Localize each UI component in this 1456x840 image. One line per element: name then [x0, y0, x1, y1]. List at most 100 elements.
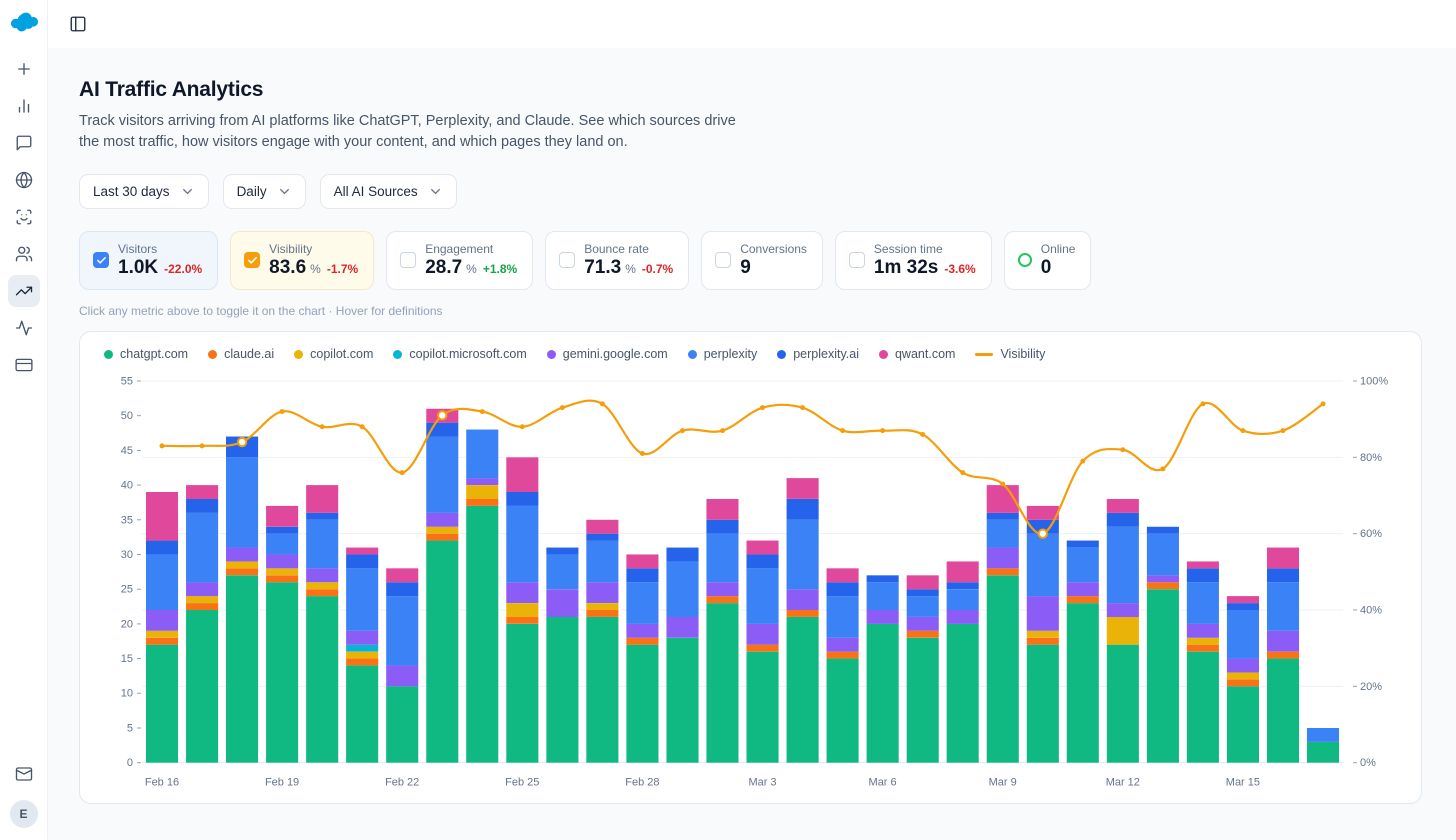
bar-feb-23[interactable] — [426, 408, 459, 763]
sidebar-item-web[interactable] — [8, 164, 40, 196]
legend-item-copilot-com: copilot.com — [294, 347, 373, 361]
sidebar-toggle-button[interactable] — [62, 8, 94, 40]
checkbox-visitors[interactable] — [93, 252, 109, 269]
sidebar-item-new[interactable] — [8, 53, 40, 85]
legend-item-chatgpt-com: chatgpt.com — [104, 347, 188, 361]
bar-feb-26[interactable] — [546, 547, 579, 763]
bar-mar-4[interactable] — [786, 478, 819, 763]
bar-mar-1[interactable] — [666, 547, 699, 763]
app-logo[interactable] — [8, 10, 40, 39]
legend-label: perplexity — [703, 347, 758, 362]
panel-left-icon — [70, 16, 86, 32]
svg-text:Mar 9: Mar 9 — [989, 777, 1017, 789]
date-range-select[interactable]: Last 30 days — [79, 174, 209, 210]
bar-mar-3[interactable] — [746, 540, 779, 763]
bar-mar-8[interactable] — [946, 561, 979, 763]
message-square-icon — [16, 135, 31, 151]
metric-label: Visibility — [269, 241, 313, 256]
bar-feb-21[interactable] — [346, 547, 379, 763]
legend-item-perplexity: perplexity — [687, 347, 758, 362]
legend-item-copilot-microsoft-com: copilot.microsoft.com — [393, 347, 527, 361]
svg-text:20%: 20% — [1360, 681, 1382, 693]
metric-card-visibility[interactable]: Visibility 83.6 % -1.7% — [230, 231, 375, 291]
avatar-initial: E — [19, 807, 28, 821]
source-select[interactable]: All AI Sources — [319, 174, 457, 210]
svg-text:Mar 6: Mar 6 — [869, 777, 897, 789]
checkbox-session-time[interactable] — [848, 252, 865, 269]
svg-text:0: 0 — [127, 757, 133, 769]
granularity-select[interactable]: Daily — [222, 174, 306, 210]
sidebar-item-users[interactable] — [8, 238, 40, 270]
bar-mar-7[interactable] — [906, 575, 939, 763]
sidebar-item-scan[interactable] — [8, 201, 40, 233]
metric-delta: +1.8% — [482, 261, 518, 276]
svg-text:Mar 12: Mar 12 — [1106, 777, 1140, 789]
metric-cards: Visitors 1.0K -22.0% Visibility — [79, 231, 1422, 291]
legend-dot-icon — [393, 349, 403, 359]
bar-mar-13[interactable] — [1146, 526, 1179, 763]
bar-mar-15[interactable] — [1226, 596, 1259, 763]
check-icon — [96, 256, 106, 264]
bar-mar-9[interactable] — [986, 485, 1019, 763]
metric-delta: -3.6% — [944, 261, 976, 276]
sidebar-item-activity[interactable] — [8, 312, 40, 344]
svg-text:0%: 0% — [1360, 757, 1376, 769]
bar-mar-17[interactable] — [1306, 728, 1340, 763]
bar-mar-11[interactable] — [1066, 540, 1099, 763]
users-icon — [15, 246, 32, 262]
svg-text:Feb 28: Feb 28 — [625, 777, 659, 789]
metric-card-conversions[interactable]: Conversions 9 — [701, 231, 823, 291]
bar-feb-28[interactable] — [626, 554, 659, 763]
bar-mar-14[interactable] — [1186, 561, 1219, 763]
metric-card-engagement[interactable]: Engagement 28.7 % +1.8% — [386, 231, 534, 291]
mail-icon — [15, 767, 32, 781]
checkbox-engagement[interactable] — [400, 252, 417, 269]
checkbox-visibility[interactable] — [244, 252, 261, 269]
metric-card-session-time[interactable]: Session time 1m 32s -3.6% — [834, 231, 992, 291]
user-avatar[interactable]: E — [9, 800, 38, 828]
metric-label: Bounce rate — [584, 241, 649, 256]
legend-dot-icon — [104, 349, 113, 359]
bar-feb-18[interactable] — [226, 436, 259, 763]
bar-feb-20[interactable] — [306, 485, 339, 763]
source-value: All AI Sources — [333, 184, 418, 200]
metric-card-visitors[interactable]: Visitors 1.0K -22.0% — [79, 231, 219, 291]
bar-feb-19[interactable] — [266, 506, 299, 763]
bar-feb-24[interactable] — [466, 429, 499, 763]
page-description: Track visitors arriving from AI platform… — [79, 113, 736, 150]
checkbox-bounce-rate[interactable] — [559, 252, 576, 269]
bar-mar-2[interactable] — [706, 499, 739, 763]
sidebar-item-billing[interactable] — [8, 349, 40, 381]
bar-mar-10[interactable] — [1026, 506, 1059, 763]
bar-feb-27[interactable] — [586, 519, 619, 763]
svg-text:Mar 3: Mar 3 — [748, 777, 776, 789]
bar-mar-6[interactable] — [866, 575, 899, 763]
page-title: AI Traffic Analytics — [79, 78, 264, 101]
bar-mar-5[interactable] — [826, 568, 859, 763]
legend-label: chatgpt.com — [120, 347, 189, 362]
check-icon — [247, 256, 257, 264]
bar-feb-22[interactable] — [386, 568, 419, 763]
granularity-value: Daily — [236, 184, 267, 200]
traffic-chart[interactable]: 0 5 10 15 20 25 30 35 40 45 50 55 0% 20% 40% 60% 80% 100%… — [96, 365, 1405, 797]
legend-label: gemini.google.com — [562, 347, 668, 362]
svg-text:35: 35 — [121, 514, 133, 526]
sidebar-item-ai-traffic[interactable] — [7, 275, 40, 307]
visibility-line — [159, 399, 1326, 540]
bar-feb-25[interactable] — [506, 457, 539, 763]
metric-label: Online — [1040, 241, 1076, 256]
sidebar-item-chat[interactable] — [8, 127, 40, 159]
bar-feb-16[interactable] — [145, 492, 179, 763]
chevron-down-icon — [182, 189, 192, 195]
metric-value: 83.6 — [269, 256, 307, 278]
sidebar-item-analytics[interactable] — [8, 90, 40, 122]
bar-mar-12[interactable] — [1106, 499, 1139, 763]
metric-card-online[interactable]: Online 0 — [1003, 231, 1092, 291]
metric-card-bounce-rate[interactable]: Bounce rate 71.3 % -0.7% — [545, 231, 690, 291]
main-column: AI Traffic Analytics Track visitors arri… — [48, 0, 1456, 840]
bar-mar-16[interactable] — [1266, 547, 1300, 763]
sidebar-item-mail[interactable] — [8, 758, 40, 790]
checkbox-conversions[interactable] — [715, 252, 732, 269]
svg-text:50: 50 — [121, 410, 133, 422]
bar-feb-17[interactable] — [186, 485, 219, 763]
